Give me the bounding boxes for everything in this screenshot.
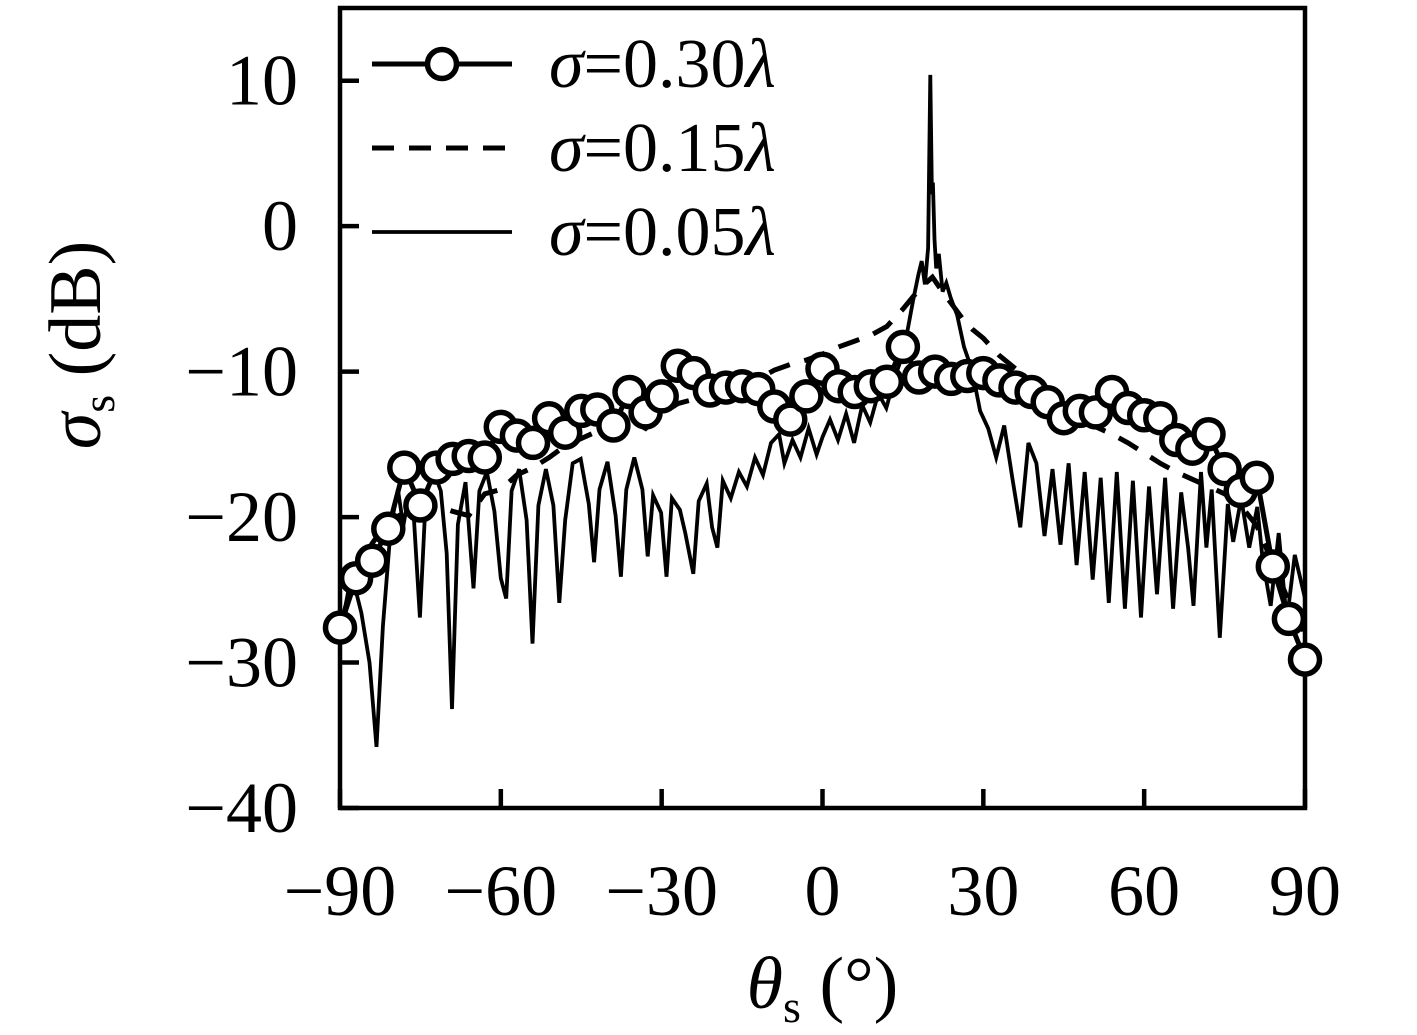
y-axis: −40 −30 −20 −10 0 10 <box>185 41 359 848</box>
x-tick-label: 0 <box>805 851 841 931</box>
x-axis: −90 −60 −30 0 30 60 90 <box>284 789 1341 931</box>
y-tick-label: −10 <box>185 332 298 412</box>
circle-marker <box>1255 549 1291 584</box>
legend-label: σ=0.05λ <box>549 194 776 271</box>
circle-marker <box>371 511 406 546</box>
legend-item-0.05: σ=0.05λ <box>372 194 776 271</box>
x-tick-label: 30 <box>947 851 1019 931</box>
circle-marker <box>354 543 390 578</box>
legend-label: σ=0.15λ <box>549 110 776 187</box>
x-tick-label: 60 <box>1108 851 1180 931</box>
circle-marker <box>885 329 921 365</box>
x-axis-label: θs (°) <box>747 943 899 1032</box>
circle-marker <box>1287 642 1323 677</box>
circle-marker <box>869 364 905 400</box>
series-markers-0.30 <box>322 329 1323 677</box>
circle-marker <box>789 379 824 414</box>
series-line-0.15 <box>337 273 1308 635</box>
circle-marker <box>596 408 631 443</box>
legend-circle-marker <box>424 46 460 82</box>
y-tick-label: −20 <box>185 477 298 557</box>
circle-marker <box>403 488 438 523</box>
y-tick-label: 10 <box>226 41 298 121</box>
y-axis-label-group: σs (dB) <box>35 241 124 450</box>
x-tick-label: −60 <box>445 851 558 931</box>
series-line-0.05 <box>338 74 1307 748</box>
circle-marker <box>1271 601 1307 637</box>
x-tick-label: −90 <box>284 851 397 931</box>
legend-item-0.30: σ=0.30λ <box>372 26 776 103</box>
circle-marker <box>387 450 422 485</box>
circle-marker <box>322 610 358 645</box>
y-tick-label: −30 <box>185 623 298 703</box>
y-tick-label: 0 <box>262 186 298 266</box>
y-tick-label: −40 <box>185 768 298 848</box>
y-axis-label: σs (dB) <box>35 241 124 450</box>
circle-marker <box>773 402 808 437</box>
circle-marker <box>1191 416 1226 452</box>
circle-marker <box>1239 460 1275 496</box>
x-tick-label: 90 <box>1269 851 1341 931</box>
legend-item-0.15: σ=0.15λ <box>372 110 776 187</box>
x-tick-label: −30 <box>605 851 718 931</box>
circle-marker <box>515 425 551 461</box>
legend-label: σ=0.30λ <box>549 26 776 103</box>
circle-marker <box>644 379 679 414</box>
circle-marker <box>467 440 503 475</box>
